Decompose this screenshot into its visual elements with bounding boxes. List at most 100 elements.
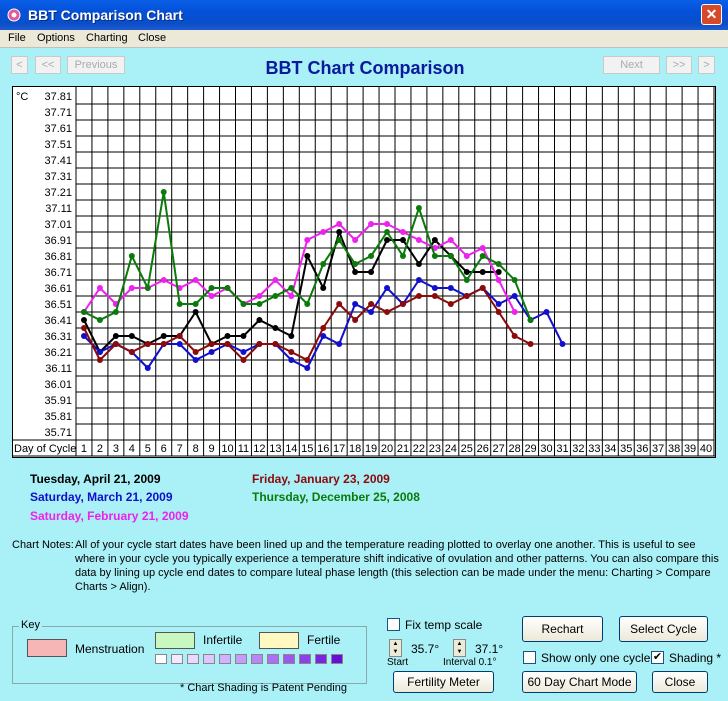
window-title: BBT Comparison Chart: [28, 7, 183, 23]
bbt-chart: °C 37.81 37.71 37.61 37.51 37.41 37.31 37.21 37.…: [12, 86, 716, 458]
title-bar: BBT Comparison Chart ✕: [0, 0, 728, 30]
data-point: [224, 333, 231, 339]
y-tick-label: 37.51: [44, 139, 72, 151]
data-point: [272, 325, 279, 331]
last-button[interactable]: >: [698, 56, 715, 74]
close-button[interactable]: Close: [652, 671, 708, 693]
data-point: [495, 301, 502, 307]
x-tick-label: 28: [509, 443, 521, 455]
data-point: [128, 333, 135, 339]
menu-file[interactable]: File: [8, 32, 26, 44]
data-point: [128, 285, 135, 291]
fertility-meter-button[interactable]: Fertility Meter: [393, 671, 494, 693]
data-point: [144, 341, 151, 347]
data-point: [511, 333, 518, 339]
key-title: Key: [19, 619, 42, 631]
data-point: [272, 277, 279, 283]
x-tick-label: 21: [397, 443, 409, 455]
menu-close[interactable]: Close: [138, 32, 167, 44]
fertile-swatch: [259, 632, 299, 649]
unit-label: °C: [16, 91, 28, 103]
data-point: [384, 229, 391, 235]
first-button[interactable]: <: [11, 56, 28, 74]
sixty-day-mode-button[interactable]: 60 Day Chart Mode: [522, 671, 637, 693]
start-label: Start: [387, 657, 409, 668]
data-point: [463, 293, 470, 299]
data-point: [336, 237, 343, 243]
x-tick-label: 14: [285, 443, 297, 455]
shading-swatch: [283, 654, 295, 664]
data-point: [96, 357, 103, 363]
data-point: [511, 277, 518, 283]
x-tick-label: 1: [81, 443, 87, 455]
data-point: [368, 221, 375, 227]
y-tick-label: 35.81: [44, 411, 72, 423]
interval-stepper[interactable]: ▲ ▼: [453, 639, 466, 657]
x-tick-label: 23: [429, 443, 441, 455]
shading-swatch: [299, 654, 311, 664]
data-point: [479, 245, 486, 251]
x-tick-label: 40: [700, 443, 712, 455]
data-point: [368, 301, 375, 307]
data-point: [495, 261, 502, 267]
back-many-button[interactable]: <<: [35, 56, 61, 74]
data-point: [447, 285, 454, 291]
previous-button[interactable]: Previous: [67, 56, 125, 74]
data-point: [511, 293, 518, 299]
menu-charting[interactable]: Charting: [86, 32, 128, 44]
show-only-one-cycle-checkbox[interactable]: [523, 651, 536, 664]
forward-many-button[interactable]: >>: [666, 56, 692, 74]
y-tick-label: 36.01: [44, 379, 72, 391]
data-point: [399, 253, 406, 259]
data-point: [352, 261, 359, 267]
data-point: [160, 189, 167, 195]
data-point: [304, 301, 311, 307]
data-point: [256, 301, 263, 307]
data-point: [160, 333, 167, 339]
interval-label: Interval 0.1°: [443, 657, 497, 668]
shading-swatch: [155, 654, 167, 664]
key-group: Key: [12, 619, 367, 684]
window-close-button[interactable]: ✕: [701, 4, 722, 25]
shading-checkbox[interactable]: ✔: [651, 651, 664, 664]
data-point: [527, 317, 534, 323]
y-tick-label: 36.11: [45, 363, 72, 375]
chart-notes-text: All of your cycle start dates have been …: [75, 539, 719, 593]
x-tick-label: 22: [413, 443, 425, 455]
fertile-label: Fertile: [307, 633, 341, 647]
app-icon: [7, 8, 21, 22]
next-button[interactable]: Next: [603, 56, 660, 74]
y-tick-label: 37.21: [44, 187, 72, 199]
x-tick-label: 20: [381, 443, 393, 455]
x-tick-label: 11: [238, 443, 249, 455]
select-cycle-button[interactable]: Select Cycle: [619, 616, 708, 642]
shading-swatch: [187, 654, 199, 664]
data-point: [495, 277, 502, 283]
y-tick-label: 36.51: [44, 299, 72, 311]
data-point: [288, 293, 295, 299]
data-point: [128, 349, 135, 355]
data-point: [415, 205, 422, 211]
data-point: [352, 301, 359, 307]
x-tick-label: 30: [540, 443, 552, 455]
y-tick-label: 37.41: [44, 155, 72, 167]
fix-temp-scale-checkbox[interactable]: [387, 618, 400, 631]
x-tick-label: 2: [97, 443, 103, 455]
x-tick-label: 12: [253, 443, 265, 455]
data-point: [384, 285, 391, 291]
menu-options[interactable]: Options: [37, 32, 75, 44]
chart-notes-label: Chart Notes:: [12, 539, 74, 551]
rechart-button[interactable]: Rechart: [522, 616, 603, 642]
data-point: [399, 301, 406, 307]
data-point: [208, 285, 215, 291]
data-point: [96, 285, 103, 291]
x-tick-label: 27: [493, 443, 505, 455]
data-point: [272, 293, 279, 299]
x-tick-label: 6: [161, 443, 167, 455]
data-point: [256, 317, 263, 323]
data-point: [80, 309, 87, 315]
data-point: [288, 333, 295, 339]
start-stepper[interactable]: ▲ ▼: [389, 639, 402, 657]
y-tick-label: 37.81: [44, 91, 72, 103]
data-point: [559, 341, 566, 347]
